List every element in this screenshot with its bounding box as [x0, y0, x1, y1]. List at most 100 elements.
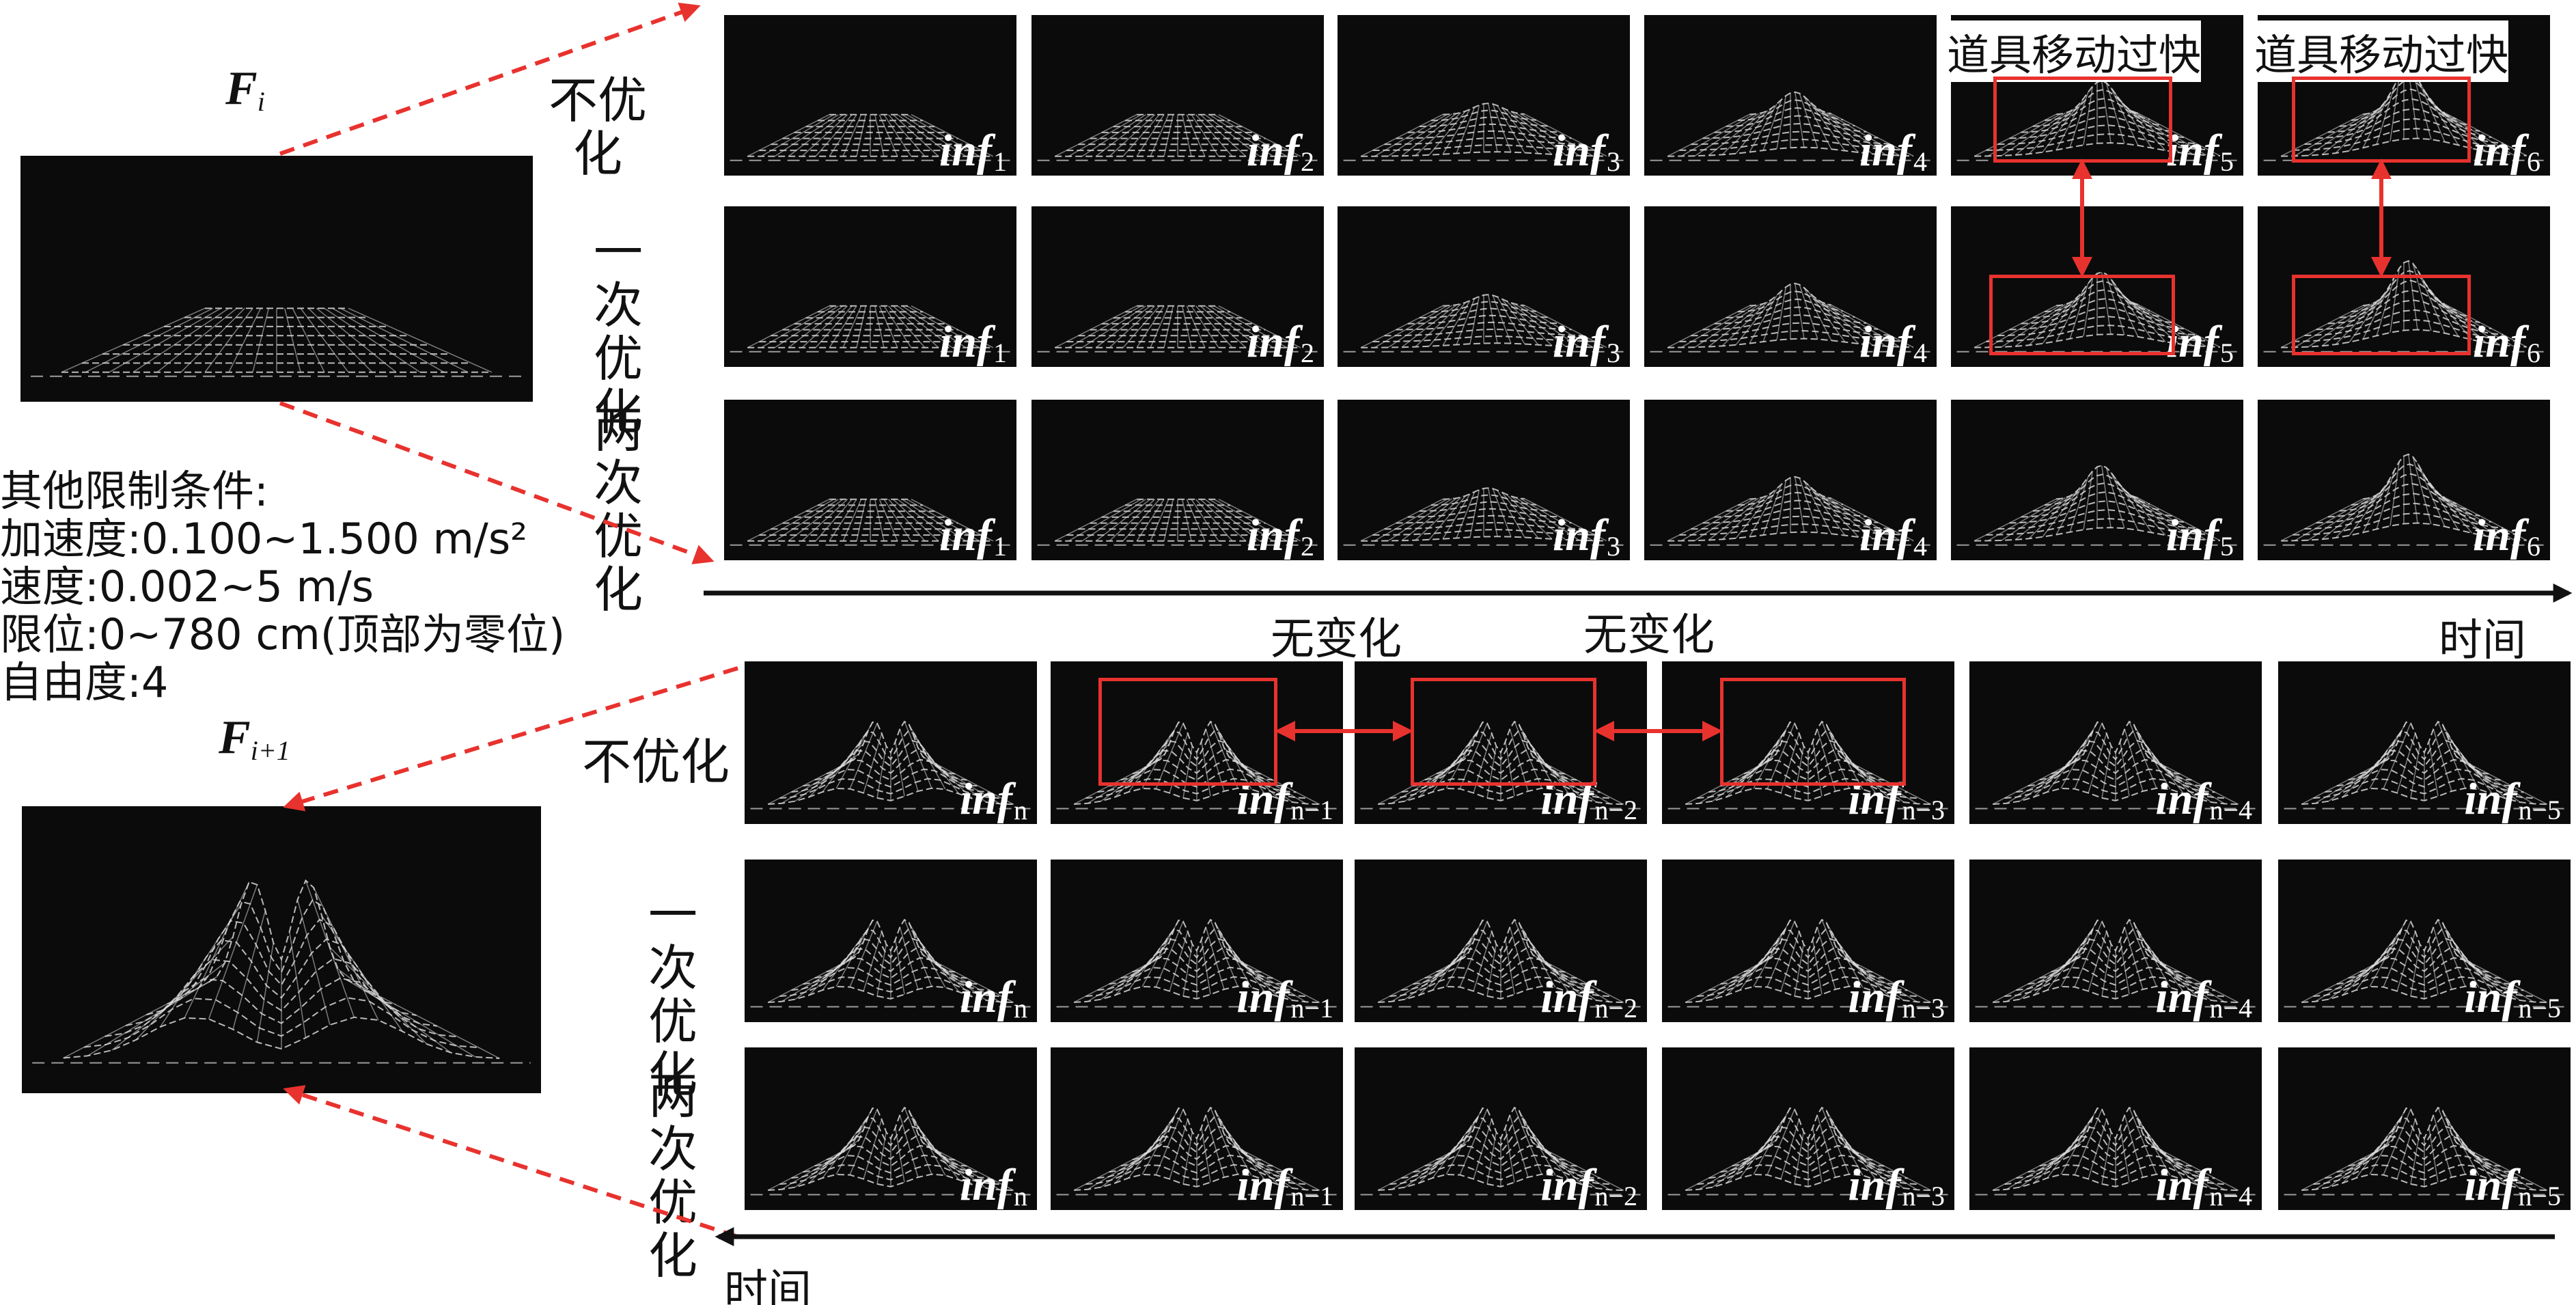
frame-label: infn−2: [1540, 1163, 1637, 1210]
frame-label-subscript: n−3: [1902, 993, 1945, 1022]
frame-label: infn−5: [2464, 1163, 2561, 1210]
top-frame-r0-c2: inf3: [1338, 15, 1630, 176]
frame-label-subscript: n−4: [2209, 795, 2252, 824]
frame-label: inf6: [2473, 128, 2540, 176]
frame-label-subscript: n−1: [1290, 1181, 1333, 1210]
bottom-frame-r1-c3: infn−3: [1662, 860, 1954, 1022]
constraint-speed: 速度:0.002~5 m/s: [0, 562, 374, 612]
frame-label-prefix: inf: [1540, 1160, 1594, 1210]
warning-label-5: 道具移动过快: [1947, 20, 2202, 82]
constraints-title: 其他限制条件:: [0, 466, 268, 516]
mesh-graphic: [730, 498, 1011, 546]
mesh-graphic: [2284, 918, 2565, 1008]
bottom-frame-r1-c1: infn−1: [1051, 860, 1343, 1022]
top-frame-r1-c0: inf1: [724, 206, 1016, 367]
bottom-frame-r0-c2: infn−2: [1355, 661, 1647, 824]
frame-label-subscript: n: [1014, 993, 1027, 1022]
bottom-frame-r0-c5: infn−5: [2278, 661, 2571, 824]
constraint-dof: 自由度:4: [0, 657, 169, 707]
frame-label-prefix: inf: [2155, 1160, 2208, 1210]
bottom-frame-r1-c0: infn: [745, 860, 1037, 1022]
frame-label: inf5: [2166, 320, 2234, 367]
frame-label: inf5: [2166, 513, 2234, 560]
top-frame-r2-c5: inf6: [2258, 400, 2550, 560]
frame-label-subscript: n−4: [2209, 993, 2252, 1022]
frame-label-prefix: inf: [1848, 1160, 1901, 1210]
bottom-frame-r1-c4: infn−4: [1969, 860, 2262, 1022]
frame-label-prefix: inf: [939, 317, 992, 367]
frame-label-prefix: inf: [1552, 317, 1605, 367]
frame-label-prefix: inf: [1246, 317, 1299, 367]
frame-label-subscript: 4: [1913, 531, 1927, 560]
bottom-row-label-1: 一次优化: [648, 886, 697, 1103]
top-frame-r1-c5: inf6: [2258, 206, 2550, 367]
frame-label-prefix: inf: [939, 510, 992, 560]
bottom-frame-r2-c2: infn−2: [1355, 1047, 1647, 1210]
frame-label: inf2: [1247, 128, 1314, 176]
bottom-frame-r1-c5: infn−5: [2278, 860, 2571, 1022]
fi-frame: [20, 156, 533, 402]
mesh-graphic: [31, 307, 523, 377]
frame-label-subscript: n−5: [2518, 795, 2561, 824]
frame-label: inf1: [939, 513, 1007, 560]
frame-label-subscript: n−1: [1290, 993, 1333, 1022]
frame-label: infn−3: [1848, 1163, 1945, 1210]
frame-label: inf4: [1859, 320, 1927, 367]
mesh-graphic: [1037, 113, 1318, 161]
frame-label-subscript: n: [1014, 1181, 1027, 1210]
fi1-frame: [22, 806, 541, 1093]
frame-label-subscript: 5: [2220, 338, 2234, 367]
frame-label: infn: [960, 975, 1027, 1022]
nochange-label-2: 无变化: [1583, 610, 1715, 661]
frame-label: infn−1: [1236, 975, 1333, 1022]
mesh-graphic: [2284, 720, 2565, 810]
frame-label-subscript: 6: [2527, 531, 2540, 560]
top-row-label-0: 不优化: [548, 72, 647, 182]
frame-label: infn−4: [2155, 975, 2252, 1022]
time-label-bottom: 时间: [724, 1266, 812, 1305]
frame-label: infn−5: [2464, 777, 2561, 824]
mesh-graphic: [1956, 465, 2238, 546]
bottom-frame-r2-c4: infn−4: [1969, 1047, 2262, 1210]
mesh-graphic: [1343, 294, 1624, 353]
top-frame-r1-c2: inf3: [1338, 206, 1630, 367]
frame-label-prefix: inf: [1552, 510, 1605, 560]
frame-label: infn−1: [1236, 1163, 1333, 1210]
highlight-box-bottom-c4: [1720, 678, 1906, 786]
top-frame-r1-c1: inf2: [1031, 206, 1324, 367]
frame-label: inf1: [939, 320, 1007, 367]
top-frame-r2-c3: inf4: [1644, 400, 1937, 560]
time-label-top: 时间: [2439, 616, 2526, 666]
frame-label-subscript: 2: [1301, 531, 1314, 560]
top-frame-r0-c0: inf1: [724, 15, 1016, 176]
mesh-graphic: [1343, 102, 1624, 161]
mesh-graphic: [1650, 282, 1931, 353]
frame-label-subscript: 3: [1607, 146, 1620, 176]
frame-label: infn−3: [1848, 975, 1945, 1022]
mesh-graphic: [1360, 1106, 1642, 1196]
frame-label-subscript: n−2: [1594, 795, 1637, 824]
frame-label: inf3: [1553, 128, 1620, 176]
frame-label-subscript: 6: [2527, 338, 2540, 367]
frame-label-subscript: 3: [1607, 338, 1620, 367]
bottom-frame-r2-c0: infn: [745, 1047, 1037, 1210]
mesh-graphic: [1056, 1106, 1338, 1196]
frame-label-prefix: inf: [1246, 126, 1299, 176]
mesh-graphic: [1956, 271, 2238, 353]
mesh-graphic: [1037, 305, 1318, 353]
bottom-frame-r2-c5: infn−5: [2278, 1047, 2571, 1210]
frame-label-subscript: 4: [1913, 338, 1927, 367]
mesh-graphic: [750, 1106, 1031, 1196]
frame-label-prefix: inf: [1859, 510, 1912, 560]
top-frame-r1-c4: inf5: [1951, 206, 2243, 367]
bottom-frame-r0-c0: infn: [745, 661, 1037, 824]
frame-label-subscript: n−5: [2518, 993, 2561, 1022]
frame-label-subscript: n−2: [1594, 1181, 1637, 1210]
mesh-graphic: [2284, 1106, 2565, 1196]
frame-label-subscript: 2: [1301, 146, 1314, 176]
frame-label-subscript: 1: [993, 146, 1007, 176]
frame-label: infn: [960, 777, 1027, 824]
frame-label-prefix: inf: [2155, 972, 2208, 1022]
frame-label-prefix: inf: [2165, 126, 2219, 176]
frame-label-subscript: 5: [2220, 531, 2234, 560]
